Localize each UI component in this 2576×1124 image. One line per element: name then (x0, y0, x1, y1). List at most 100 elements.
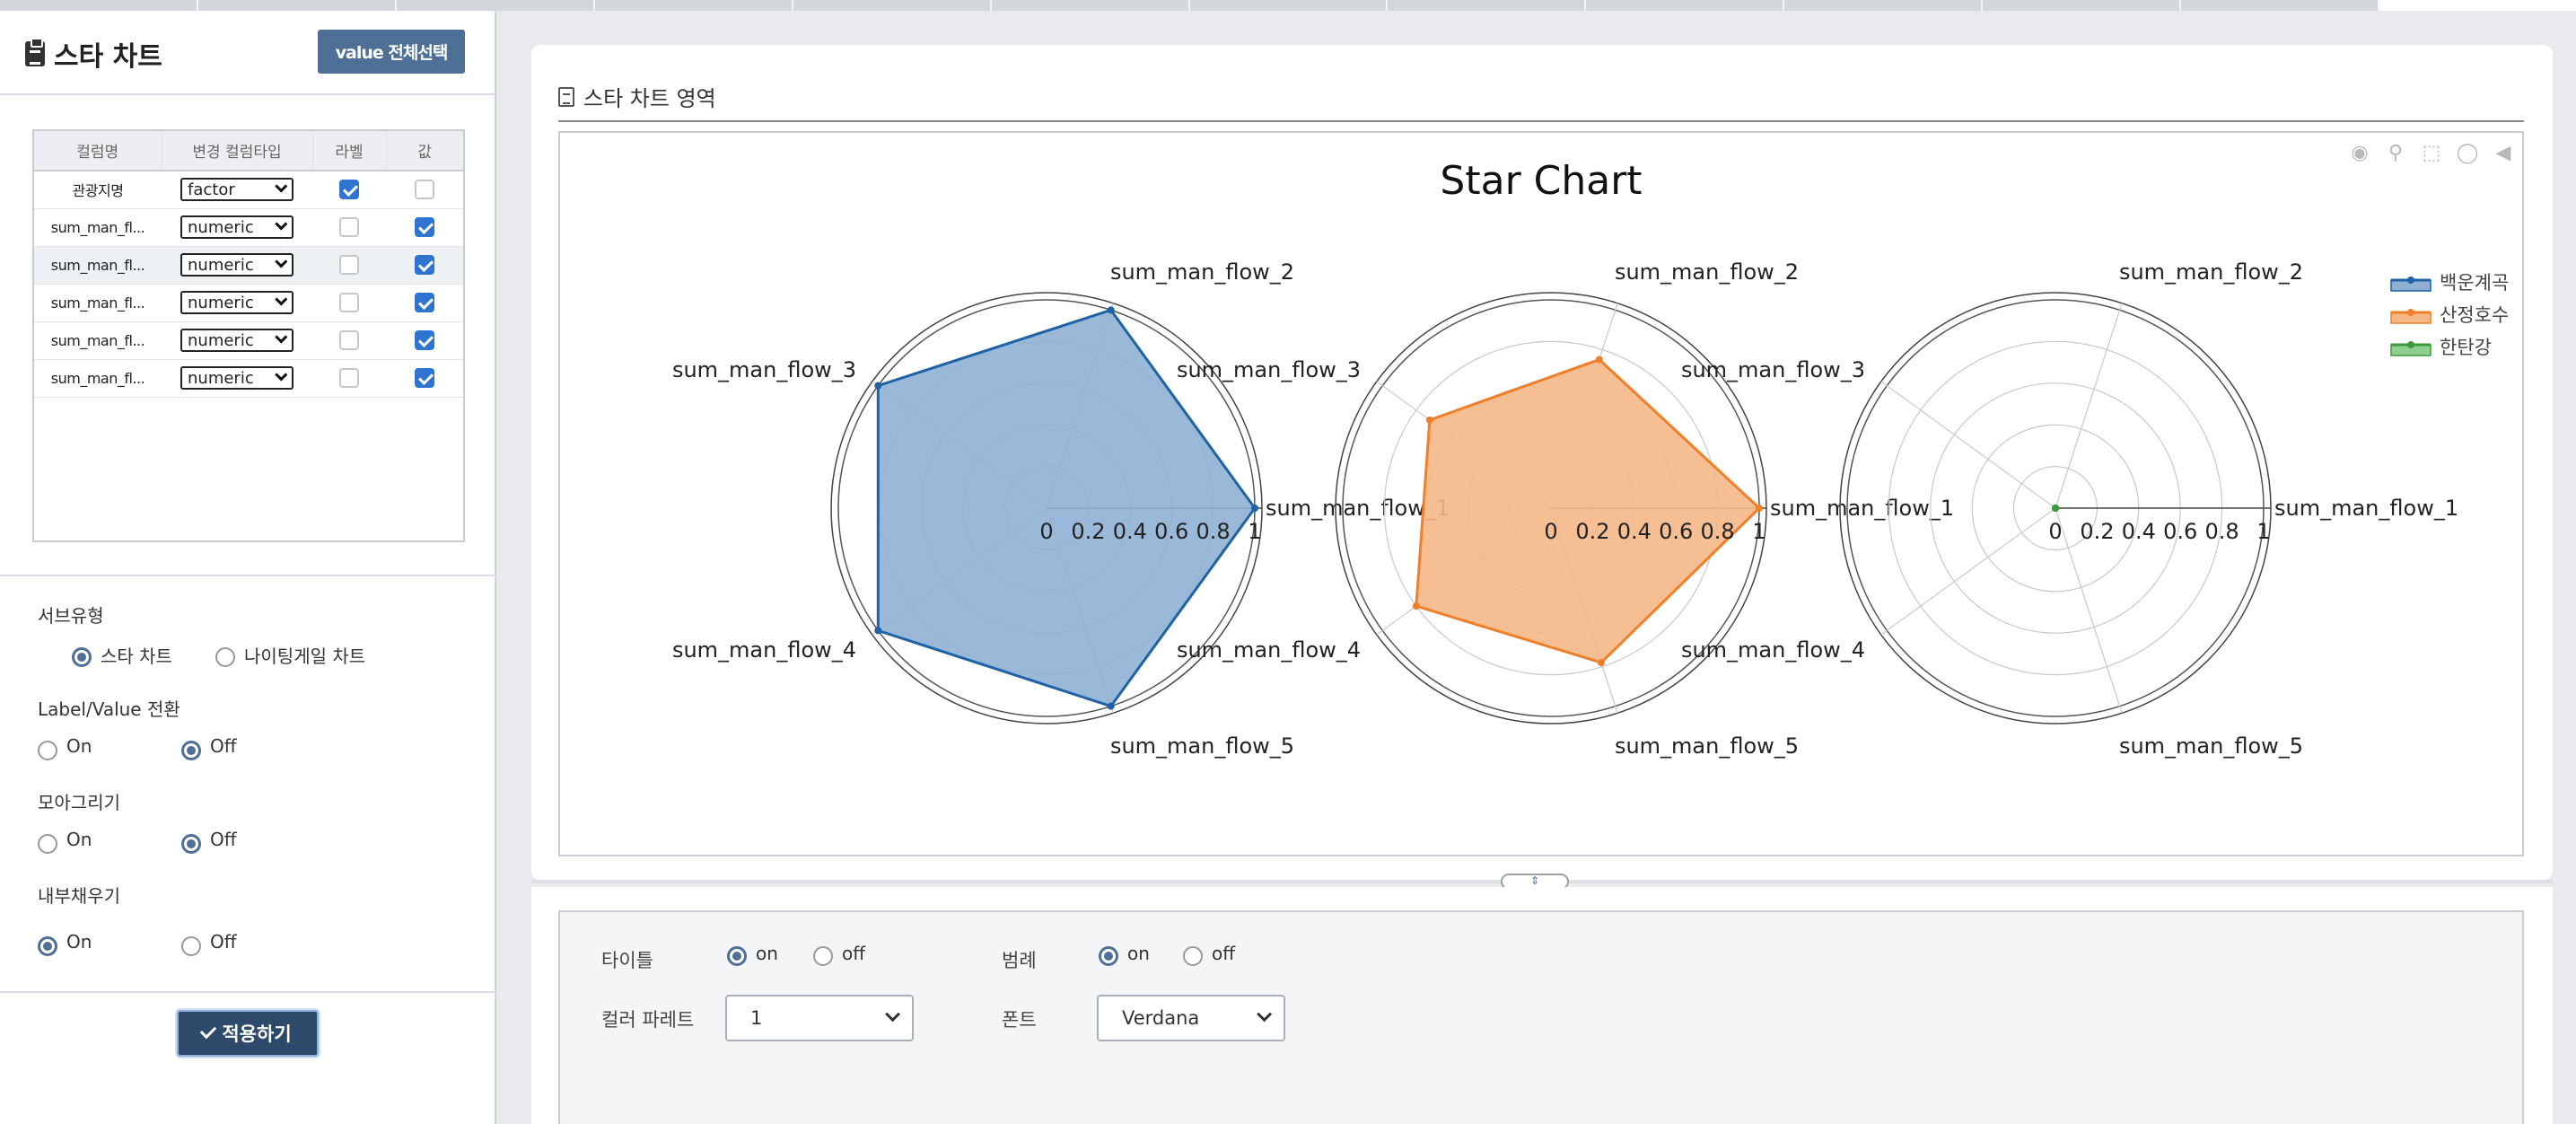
apply-button[interactable]: 적용하기 (177, 1010, 319, 1057)
fill-off-radio[interactable]: Off (181, 931, 237, 956)
radio-icon (38, 741, 57, 760)
tab-segment[interactable] (397, 0, 595, 11)
value-checkbox[interactable] (415, 217, 434, 237)
title-option-label: 타이틀 (601, 950, 653, 971)
column-type-select[interactable]: numeric (180, 329, 294, 352)
table-row: sum_man_fl... numeric (34, 359, 463, 398)
value-checkbox[interactable] (415, 293, 434, 312)
axis-label: sum_man_flow_3 (672, 357, 856, 382)
tab-segment[interactable] (0, 0, 198, 11)
axis-label: sum_man_flow_2 (2119, 259, 2303, 285)
radio-icon (813, 946, 833, 966)
label-checkbox[interactable] (339, 368, 359, 388)
label-checkbox[interactable] (339, 330, 359, 350)
label-checkbox[interactable] (339, 180, 359, 200)
fill-on-radio[interactable]: On (38, 931, 181, 956)
radial-tick-label: 0 (2048, 519, 2062, 544)
title-off-radio[interactable]: off (813, 943, 865, 966)
tab-segment[interactable] (793, 0, 992, 11)
column-type-select[interactable]: numeric (180, 291, 294, 314)
radial-tick-label: 0.2 (1575, 519, 1609, 544)
legend-label: 산정호수 (2440, 304, 2509, 326)
legend-label: 한탄강 (2440, 337, 2492, 358)
radial-tick-label: 1 (2256, 519, 2270, 544)
legend-marker (2407, 309, 2414, 316)
label-checkbox[interactable] (339, 255, 359, 275)
column-type-select[interactable]: numeric (180, 366, 294, 390)
radial-tick-label: 0.8 (2205, 519, 2239, 544)
tab-segment[interactable] (1190, 0, 1389, 11)
axis-label: sum_man_flow_3 (1681, 357, 1865, 382)
tab-segment-active[interactable] (2379, 0, 2576, 11)
table-row: sum_man_fl... numeric (34, 246, 463, 285)
font-select[interactable]: Verdana (1097, 995, 1285, 1041)
camera-icon[interactable]: ◉ (2351, 142, 2369, 164)
table-row: sum_man_fl... numeric (34, 284, 463, 322)
tab-segment[interactable] (198, 0, 397, 11)
label-checkbox[interactable] (339, 217, 359, 237)
box-select-icon[interactable]: ⬚ (2422, 142, 2441, 164)
table-row: sum_man_fl... numeric (34, 208, 463, 247)
data-point (2052, 505, 2059, 512)
tab-segment[interactable] (1586, 0, 1785, 11)
label-checkbox[interactable] (339, 293, 359, 312)
palette-select[interactable]: 1 (725, 995, 914, 1041)
value-checkbox[interactable] (415, 255, 434, 275)
check-icon (200, 1022, 217, 1040)
title-on-radio[interactable]: on (727, 943, 778, 966)
subtype-nightingale-radio[interactable]: 나이팅게일 차트 (215, 642, 365, 668)
legend-off-radio[interactable]: off (1183, 943, 1235, 966)
chart-area-title: 스타 차트 영역 (558, 81, 716, 112)
tab-segment[interactable] (992, 0, 1190, 11)
column-name: sum_man_fl... (34, 246, 162, 285)
tab-segment[interactable] (1388, 0, 1587, 11)
column-type-select[interactable]: factor (180, 178, 294, 202)
value-select-all-button[interactable]: value 전체선택 (318, 30, 465, 74)
radial-tick-label: 0.2 (2080, 519, 2114, 544)
value-checkbox[interactable] (415, 368, 434, 388)
subtype-star-radio[interactable]: 스타 차트 (72, 642, 215, 668)
title-underline (558, 120, 2524, 122)
axis-label: sum_man_flow_4 (1177, 637, 1361, 663)
column-type-select[interactable]: numeric (180, 253, 294, 277)
collect-off-radio[interactable]: Off (181, 829, 237, 854)
column-name: sum_man_fl... (34, 321, 162, 360)
radio-selected-icon (181, 741, 201, 760)
column-table: 컬럼명 변경 컬럼타입 라벨 값 관광지명 factor sum_man_fl.… (32, 129, 465, 542)
tab-segment[interactable] (2181, 0, 2380, 11)
chevron-down-icon (275, 293, 288, 306)
radial-tick-label: 0.6 (1154, 519, 1188, 544)
tab-segment[interactable] (1983, 0, 2182, 11)
value-checkbox[interactable] (415, 180, 434, 200)
axis-label: sum_man_flow_4 (1681, 637, 1865, 663)
tab-segment[interactable] (1784, 0, 1984, 11)
label-value-off-radio[interactable]: Off (181, 735, 237, 760)
radial-tick-label: 0.6 (1659, 519, 1693, 544)
value-checkbox[interactable] (415, 330, 434, 350)
radar-spoke (2055, 303, 2123, 509)
data-point (1597, 659, 1605, 667)
radar-spoke (1880, 507, 2056, 636)
lasso-icon[interactable]: ◯ (2456, 142, 2479, 164)
fill-option: 내부채우기 On Off (38, 882, 237, 956)
chevron-down-icon (275, 330, 288, 344)
tab-segment[interactable] (595, 0, 793, 11)
subtype-label: 서브유형 (38, 605, 104, 627)
column-name: sum_man_fl... (34, 359, 162, 398)
label-value-on-radio[interactable]: On (38, 735, 181, 760)
data-point (1107, 702, 1115, 710)
radial-tick-label: 0.8 (1196, 519, 1231, 544)
radial-tick-label: 0.6 (2163, 519, 2197, 544)
chevron-down-icon (275, 368, 288, 382)
pan-icon[interactable]: ◀ (2495, 142, 2511, 164)
column-type-select[interactable]: numeric (180, 215, 294, 239)
radio-icon (215, 647, 235, 667)
panel-title: 스타 차트 (25, 34, 162, 74)
axis-label: sum_man_flow_1 (2274, 496, 2458, 521)
legend-on-radio[interactable]: on (1099, 943, 1150, 966)
collect-on-radio[interactable]: On (38, 829, 181, 854)
divider (0, 575, 496, 576)
chart-options-panel: 타이틀 on off 범례 on off 컬러 파레트 1 폰트 Verdana (558, 910, 2524, 1124)
zoom-icon[interactable]: ⚲ (2388, 142, 2404, 164)
